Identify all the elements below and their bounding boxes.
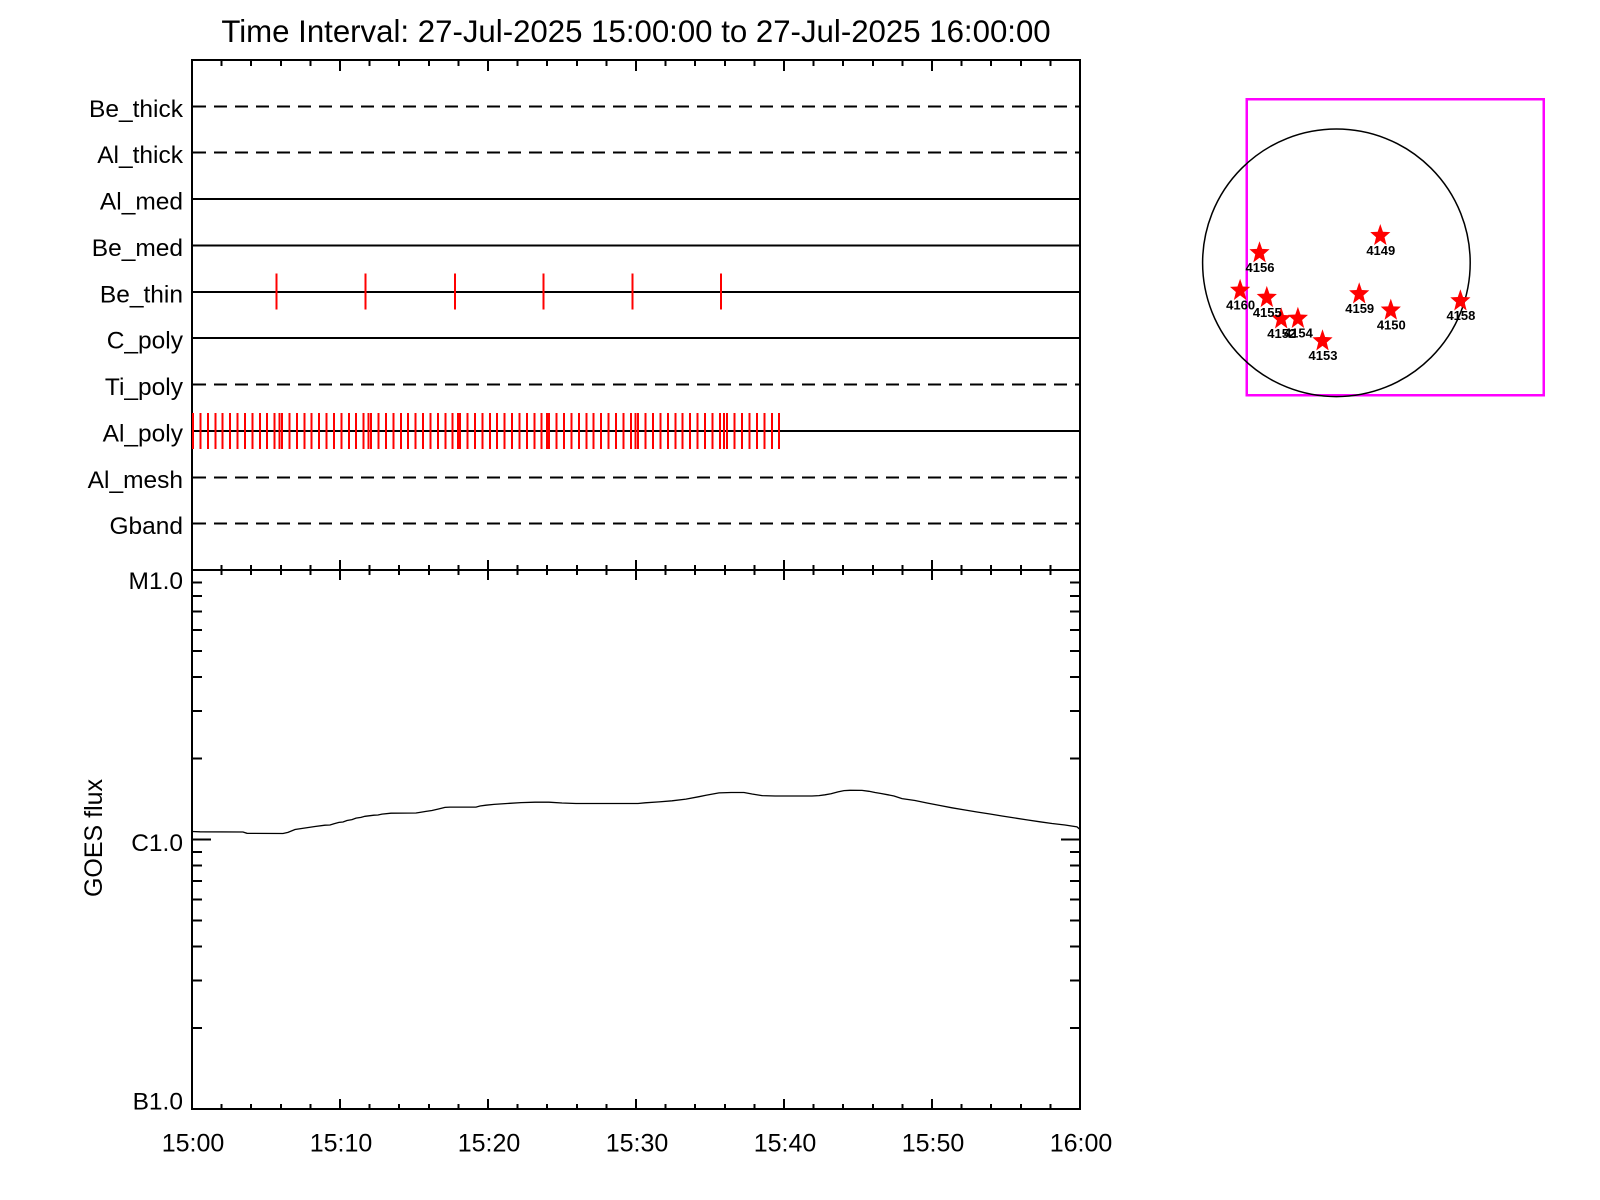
svg-text:GOES flux: GOES flux	[80, 778, 108, 897]
svg-text:4155: 4155	[1253, 305, 1282, 320]
svg-text:Gband: Gband	[109, 513, 183, 540]
svg-text:15:40: 15:40	[754, 1130, 817, 1158]
svg-text:4154: 4154	[1284, 326, 1314, 341]
svg-text:4160: 4160	[1226, 298, 1255, 313]
svg-text:Al_poly: Al_poly	[103, 420, 184, 447]
svg-text:M1.0: M1.0	[129, 568, 183, 595]
svg-text:Al_mesh: Al_mesh	[88, 467, 183, 494]
svg-text:15:10: 15:10	[310, 1130, 373, 1158]
svg-text:C_poly: C_poly	[107, 328, 184, 355]
svg-text:4156: 4156	[1246, 260, 1275, 275]
svg-text:Al_med: Al_med	[100, 189, 183, 216]
svg-text:4153: 4153	[1309, 348, 1338, 363]
svg-text:B1.0: B1.0	[133, 1089, 183, 1116]
svg-text:15:50: 15:50	[902, 1130, 965, 1158]
svg-text:Al_thick: Al_thick	[97, 142, 184, 169]
svg-text:Be_med: Be_med	[92, 235, 183, 262]
svg-text:4149: 4149	[1366, 243, 1395, 258]
svg-text:15:20: 15:20	[458, 1130, 521, 1158]
svg-text:16:00: 16:00	[1050, 1130, 1113, 1158]
svg-text:4158: 4158	[1446, 308, 1475, 323]
svg-text:Time Interval: 27-Jul-2025 15:: Time Interval: 27-Jul-2025 15:00:00 to 2…	[221, 14, 1050, 49]
svg-text:15:00: 15:00	[162, 1130, 225, 1158]
svg-text:Ti_poly: Ti_poly	[105, 374, 184, 401]
svg-text:15:30: 15:30	[606, 1130, 669, 1158]
svg-text:4159: 4159	[1345, 301, 1374, 316]
svg-text:Be_thick: Be_thick	[89, 96, 184, 123]
svg-text:C1.0: C1.0	[131, 830, 183, 857]
svg-text:4152: 4152	[1267, 326, 1296, 341]
svg-text:4150: 4150	[1377, 318, 1406, 333]
svg-text:Be_thin: Be_thin	[100, 281, 183, 308]
